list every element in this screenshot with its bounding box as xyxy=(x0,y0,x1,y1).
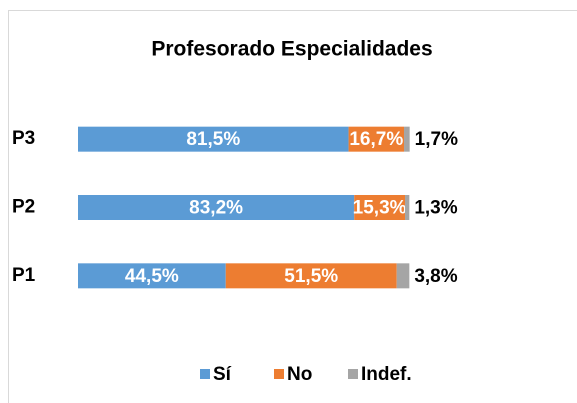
bar-segment xyxy=(405,195,410,220)
data-label: 81,5% xyxy=(186,129,240,150)
legend-label: Sí xyxy=(213,364,232,385)
y-tick-label: P2 xyxy=(12,197,35,218)
data-label: 15,3% xyxy=(353,198,407,219)
legend-swatch xyxy=(200,369,210,379)
chart-title: Profesorado Especialidades xyxy=(151,38,432,61)
bar-segment xyxy=(396,263,410,289)
bar-segment xyxy=(404,126,410,152)
bar-segment xyxy=(225,263,397,289)
data-label: 3,8% xyxy=(414,266,457,287)
data-label: 1,3% xyxy=(414,198,457,219)
y-tick-label: P1 xyxy=(12,265,36,286)
bar-segment xyxy=(348,126,405,152)
bar-segment xyxy=(354,195,406,220)
data-label: 83,2% xyxy=(189,198,243,219)
legend-swatch xyxy=(348,369,358,379)
data-label: 44,5% xyxy=(125,266,179,287)
y-tick-label: P3 xyxy=(12,128,35,149)
legend-swatch xyxy=(274,369,284,379)
legend-label: No xyxy=(287,364,312,385)
bar-segment xyxy=(78,126,349,152)
legend-label: Indef. xyxy=(361,364,412,385)
data-label: 51,5% xyxy=(284,266,338,287)
bar-segment xyxy=(78,263,226,289)
data-label: 16,7% xyxy=(349,129,403,150)
data-label: 1,7% xyxy=(415,129,458,150)
bar-segment xyxy=(78,195,355,220)
